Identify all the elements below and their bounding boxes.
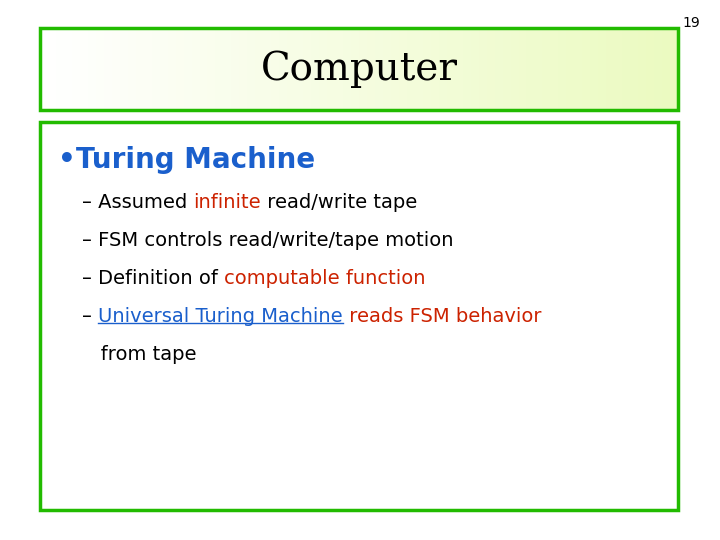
Bar: [271, 28, 280, 110]
Bar: [192, 28, 200, 110]
Bar: [630, 28, 639, 110]
Text: read/write tape: read/write tape: [261, 192, 418, 212]
Bar: [223, 28, 233, 110]
Bar: [590, 28, 599, 110]
Bar: [559, 28, 567, 110]
Bar: [606, 28, 615, 110]
Bar: [88, 28, 96, 110]
Bar: [48, 28, 57, 110]
Bar: [56, 28, 65, 110]
Bar: [311, 28, 320, 110]
Bar: [383, 28, 392, 110]
Text: computable function: computable function: [224, 268, 426, 287]
Bar: [407, 28, 416, 110]
Text: •: •: [58, 146, 76, 174]
Bar: [127, 28, 137, 110]
Text: Turing Machine: Turing Machine: [76, 146, 315, 174]
Text: Computer: Computer: [261, 50, 457, 87]
Bar: [168, 28, 176, 110]
Bar: [431, 28, 440, 110]
Bar: [239, 28, 248, 110]
Bar: [455, 28, 464, 110]
Bar: [375, 28, 384, 110]
Text: –: –: [82, 307, 98, 326]
Bar: [256, 28, 264, 110]
Text: reads FSM behavior: reads FSM behavior: [343, 307, 541, 326]
Bar: [614, 28, 624, 110]
Bar: [487, 28, 495, 110]
Bar: [415, 28, 424, 110]
Bar: [582, 28, 591, 110]
Bar: [135, 28, 145, 110]
Bar: [112, 28, 121, 110]
Text: – Definition of: – Definition of: [82, 268, 224, 287]
Bar: [120, 28, 129, 110]
Bar: [72, 28, 81, 110]
Bar: [144, 28, 153, 110]
Bar: [287, 28, 296, 110]
Bar: [248, 28, 256, 110]
Bar: [104, 28, 113, 110]
Bar: [654, 28, 663, 110]
Bar: [638, 28, 647, 110]
Bar: [264, 28, 272, 110]
Bar: [622, 28, 631, 110]
Bar: [534, 28, 544, 110]
Bar: [295, 28, 304, 110]
Bar: [670, 28, 679, 110]
Bar: [550, 28, 559, 110]
Bar: [303, 28, 312, 110]
Bar: [359, 28, 368, 110]
Bar: [575, 28, 583, 110]
Bar: [176, 28, 184, 110]
Bar: [231, 28, 240, 110]
Bar: [598, 28, 607, 110]
Bar: [64, 28, 73, 110]
Bar: [327, 28, 336, 110]
Text: 19: 19: [683, 16, 700, 30]
Bar: [351, 28, 360, 110]
Text: – Assumed: – Assumed: [82, 192, 194, 212]
Bar: [207, 28, 217, 110]
Bar: [399, 28, 408, 110]
Bar: [152, 28, 161, 110]
Bar: [518, 28, 528, 110]
Bar: [184, 28, 192, 110]
Bar: [40, 28, 678, 110]
Bar: [542, 28, 552, 110]
Bar: [199, 28, 209, 110]
Bar: [160, 28, 168, 110]
Bar: [96, 28, 105, 110]
Bar: [391, 28, 400, 110]
Bar: [463, 28, 472, 110]
Text: infinite: infinite: [194, 192, 261, 212]
Bar: [646, 28, 655, 110]
Bar: [343, 28, 352, 110]
Bar: [567, 28, 575, 110]
Bar: [471, 28, 480, 110]
Bar: [80, 28, 89, 110]
Bar: [423, 28, 432, 110]
Bar: [367, 28, 376, 110]
Bar: [495, 28, 503, 110]
Text: – FSM controls read/write/tape motion: – FSM controls read/write/tape motion: [82, 231, 454, 249]
Bar: [446, 28, 456, 110]
Bar: [40, 122, 678, 510]
Bar: [503, 28, 511, 110]
Bar: [40, 28, 49, 110]
Bar: [479, 28, 487, 110]
Bar: [319, 28, 328, 110]
Bar: [215, 28, 225, 110]
Bar: [279, 28, 288, 110]
Bar: [438, 28, 448, 110]
Text: from tape: from tape: [82, 345, 197, 363]
Bar: [662, 28, 671, 110]
Text: Universal Turing Machine: Universal Turing Machine: [98, 307, 343, 326]
Bar: [526, 28, 536, 110]
Bar: [335, 28, 344, 110]
Bar: [510, 28, 520, 110]
